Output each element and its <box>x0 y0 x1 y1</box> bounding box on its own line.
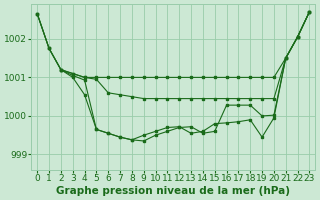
X-axis label: Graphe pression niveau de la mer (hPa): Graphe pression niveau de la mer (hPa) <box>56 186 290 196</box>
